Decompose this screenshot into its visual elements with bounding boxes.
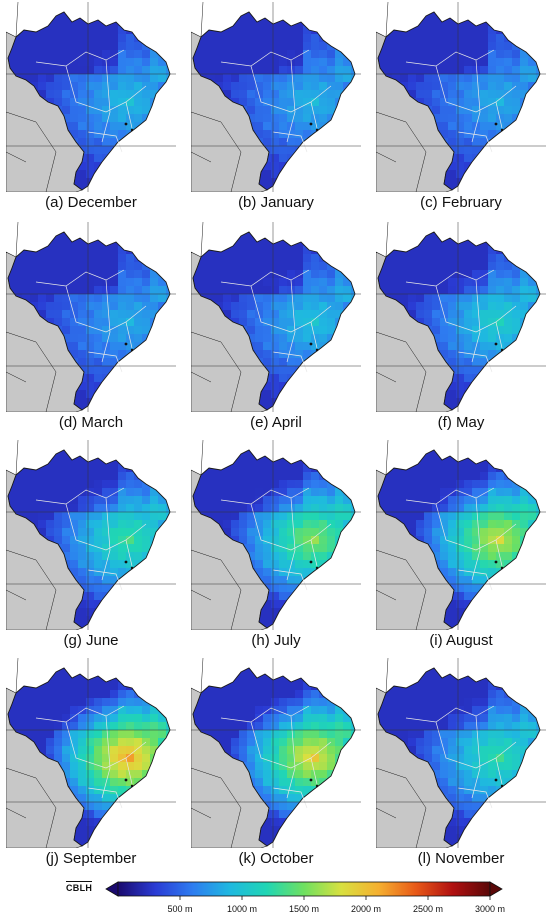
colorbar-ramp <box>117 881 491 897</box>
brazil-map <box>191 658 361 848</box>
colorbar-legend: CBLH 500 m 1000 m 1500 m 2000 m 2500 m 3000 m <box>0 876 550 915</box>
map-panel-december: (a) December <box>6 2 176 222</box>
colorbar-tick-label: 500 m <box>167 904 193 914</box>
map-panel-september: (j) September <box>6 658 176 878</box>
panel-caption: (i) August <box>429 632 493 649</box>
colorbar <box>105 881 503 900</box>
brazil-map <box>191 2 361 192</box>
panel-caption: (h) July <box>251 632 301 649</box>
colorbar-title: CBLH <box>66 881 93 893</box>
panel-caption: (f) May <box>437 414 485 431</box>
colorbar-tick-label: 1500 m <box>288 904 320 914</box>
map-panel-march: (d) March <box>6 222 176 442</box>
panel-caption: (a) December <box>45 194 137 211</box>
panel-caption: (e) April <box>250 414 302 431</box>
colorbar-tick-label: 1000 m <box>226 904 258 914</box>
colorbar-tick-label: 3000 m <box>474 904 506 914</box>
brazil-map <box>6 658 176 848</box>
brazil-map <box>6 2 176 192</box>
panel-caption: (d) March <box>58 414 124 431</box>
map-panel-april: (e) April <box>191 222 361 442</box>
map-panel-may: (f) May <box>376 222 546 442</box>
panel-caption: (b) January <box>238 194 314 211</box>
brazil-map <box>6 222 176 412</box>
brazil-map <box>376 2 546 192</box>
colorbar-tick-label: 2000 m <box>350 904 382 914</box>
panel-caption: (g) June <box>63 632 119 649</box>
map-panel-october: (k) October <box>191 658 361 878</box>
brazil-map <box>191 440 361 630</box>
brazil-map <box>376 658 546 848</box>
colorbar-max-extend <box>489 881 503 897</box>
map-panel-february: (c) February <box>376 2 546 222</box>
map-panel-june: (g) June <box>6 440 176 660</box>
map-panel-november: (l) November <box>376 658 546 878</box>
brazil-map <box>191 222 361 412</box>
panel-caption: (k) October <box>238 850 314 867</box>
brazil-map <box>376 222 546 412</box>
colorbar-tick-label: 2500 m <box>412 904 444 914</box>
colorbar-min-extend <box>105 881 119 897</box>
map-panel-july: (h) July <box>191 440 361 660</box>
map-panel-january: (b) January <box>191 2 361 222</box>
brazil-map <box>6 440 176 630</box>
map-panel-august: (i) August <box>376 440 546 660</box>
panel-caption: (l) November <box>417 850 505 867</box>
panel-caption: (c) February <box>420 194 502 211</box>
panel-caption: (j) September <box>45 850 137 867</box>
brazil-map <box>376 440 546 630</box>
